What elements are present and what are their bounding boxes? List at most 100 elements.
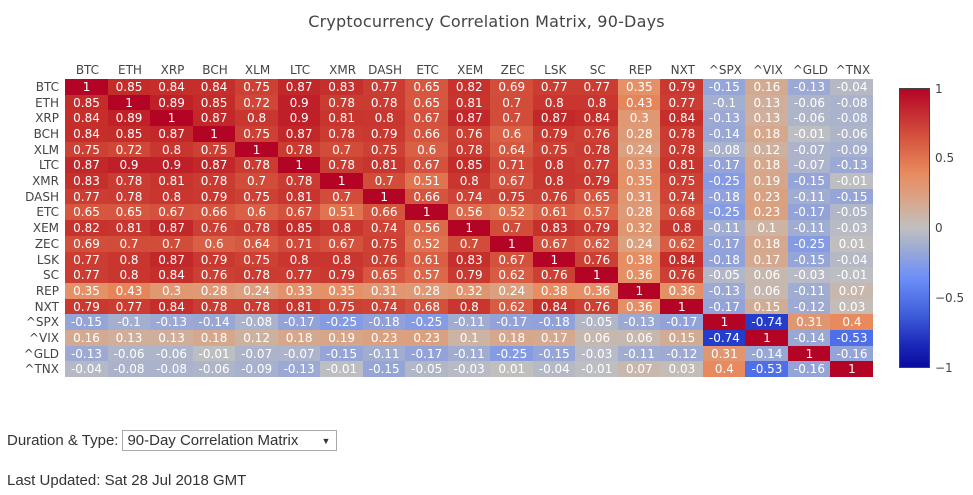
heatmap-cell[interactable]: 0.7 xyxy=(235,173,279,190)
heatmap-cell[interactable]: 0.31 xyxy=(362,282,406,300)
heatmap-cell[interactable]: 0.76 xyxy=(192,267,236,284)
heatmap-cell[interactable]: 0.17 xyxy=(532,329,576,347)
heatmap-cell[interactable]: 0.77 xyxy=(65,251,109,268)
heatmap-cell[interactable]: -0.12 xyxy=(787,298,831,315)
heatmap-cell[interactable]: 0.8 xyxy=(447,298,491,315)
heatmap-cell[interactable]: -0.01 xyxy=(830,173,874,190)
heatmap-cell[interactable]: 0.76 xyxy=(362,251,406,268)
heatmap-cell[interactable]: 1 xyxy=(575,267,619,284)
heatmap-cell[interactable]: 0.8 xyxy=(532,94,576,111)
heatmap-cell[interactable]: 0.33 xyxy=(617,157,661,174)
heatmap-cell[interactable]: 0.78 xyxy=(192,173,236,190)
heatmap-cell[interactable]: 0.68 xyxy=(405,298,449,315)
heatmap-cell[interactable]: 0.77 xyxy=(65,267,109,284)
heatmap-cell[interactable]: 0.67 xyxy=(277,204,321,221)
heatmap-cell[interactable]: 0.43 xyxy=(107,282,151,300)
heatmap-cell[interactable]: -0.15 xyxy=(532,345,576,362)
heatmap-cell[interactable]: 0.84 xyxy=(660,251,704,268)
heatmap-cell[interactable]: -0.04 xyxy=(65,361,109,378)
heatmap-cell[interactable]: -0.25 xyxy=(490,345,534,362)
heatmap-cell[interactable]: 0.69 xyxy=(65,235,109,252)
heatmap-cell[interactable]: 0.57 xyxy=(575,204,619,221)
heatmap-cell[interactable]: 0.12 xyxy=(745,141,789,158)
heatmap-cell[interactable]: 0.81 xyxy=(107,220,151,237)
heatmap-cell[interactable]: 0.78 xyxy=(575,141,619,158)
heatmap-cell[interactable]: 0.85 xyxy=(447,157,491,174)
heatmap-cell[interactable]: 0.28 xyxy=(405,282,449,300)
heatmap-cell[interactable]: 0.77 xyxy=(107,298,151,315)
heatmap-cell[interactable]: 0.3 xyxy=(150,282,194,300)
heatmap-cell[interactable]: -0.13 xyxy=(787,79,831,96)
heatmap-cell[interactable]: -0.1 xyxy=(107,314,151,331)
heatmap-cell[interactable]: 0.75 xyxy=(362,141,406,158)
heatmap-cell[interactable]: -0.25 xyxy=(405,314,449,331)
heatmap-cell[interactable]: 0.66 xyxy=(405,126,449,143)
heatmap-cell[interactable]: 0.28 xyxy=(192,282,236,300)
heatmap-cell[interactable]: 0.87 xyxy=(532,110,576,127)
heatmap-cell[interactable]: 0.7 xyxy=(150,235,194,252)
heatmap-cell[interactable]: -0.25 xyxy=(320,314,364,331)
heatmap-cell[interactable]: 0.66 xyxy=(362,204,406,221)
heatmap-cell[interactable]: 0.72 xyxy=(235,94,279,111)
heatmap-cell[interactable]: 0.85 xyxy=(192,94,236,111)
heatmap-cell[interactable]: 0.83 xyxy=(65,173,109,190)
heatmap-cell[interactable]: 0.7 xyxy=(490,94,534,111)
heatmap-cell[interactable]: 0.78 xyxy=(235,267,279,284)
heatmap-cell[interactable]: -0.15 xyxy=(320,345,364,362)
correlation-heatmap[interactable]: 1 0.85 0.84 0.84 0.75 0.87 0.83 0.77 0.65 0.82 0.6… xyxy=(65,79,874,378)
heatmap-cell[interactable]: -0.18 xyxy=(532,314,576,331)
heatmap-cell[interactable]: 0.18 xyxy=(745,235,789,252)
heatmap-cell[interactable]: 0.75 xyxy=(65,141,109,158)
heatmap-cell[interactable]: 0.35 xyxy=(617,79,661,96)
heatmap-cell[interactable]: 0.85 xyxy=(107,126,151,143)
heatmap-cell[interactable]: -0.15 xyxy=(65,314,109,331)
heatmap-cell[interactable]: -0.14 xyxy=(702,126,746,143)
heatmap-cell[interactable]: 0.65 xyxy=(405,94,449,111)
heatmap-cell[interactable]: -0.74 xyxy=(745,314,789,331)
heatmap-cell[interactable]: 0.13 xyxy=(745,110,789,127)
heatmap-cell[interactable]: -0.06 xyxy=(830,126,874,143)
heatmap-cell[interactable]: 0.67 xyxy=(150,204,194,221)
heatmap-cell[interactable]: 0.18 xyxy=(745,157,789,174)
heatmap-cell[interactable]: -0.17 xyxy=(702,298,746,315)
heatmap-cell[interactable]: 0.74 xyxy=(447,188,491,205)
heatmap-cell[interactable]: 0.87 xyxy=(150,126,194,143)
heatmap-cell[interactable]: 0.87 xyxy=(192,157,236,174)
heatmap-cell[interactable]: -0.13 xyxy=(702,282,746,300)
heatmap-cell[interactable]: 0.6 xyxy=(192,235,236,252)
heatmap-cell[interactable]: 0.78 xyxy=(320,94,364,111)
heatmap-cell[interactable]: 0.83 xyxy=(447,251,491,268)
heatmap-cell[interactable]: 0.8 xyxy=(107,251,151,268)
heatmap-cell[interactable]: 0.51 xyxy=(320,204,364,221)
heatmap-cell[interactable]: 0.35 xyxy=(617,173,661,190)
heatmap-cell[interactable]: 0.38 xyxy=(617,251,661,268)
heatmap-cell[interactable]: 0.82 xyxy=(447,79,491,96)
heatmap-cell[interactable]: 0.52 xyxy=(490,204,534,221)
heatmap-cell[interactable]: 0.84 xyxy=(150,298,194,315)
heatmap-cell[interactable]: 0.06 xyxy=(575,329,619,347)
heatmap-cell[interactable]: 0.75 xyxy=(235,79,279,96)
heatmap-cell[interactable]: 0.07 xyxy=(617,361,661,378)
heatmap-cell[interactable]: 1 xyxy=(320,173,364,190)
heatmap-cell[interactable]: 1 xyxy=(405,204,449,221)
heatmap-cell[interactable]: 1 xyxy=(447,220,491,237)
heatmap-cell[interactable]: -0.11 xyxy=(447,314,491,331)
heatmap-cell[interactable]: -0.53 xyxy=(830,329,874,347)
heatmap-cell[interactable]: 0.9 xyxy=(150,157,194,174)
heatmap-cell[interactable]: 0.56 xyxy=(447,204,491,221)
heatmap-cell[interactable]: 0.13 xyxy=(745,94,789,111)
heatmap-cell[interactable]: -0.06 xyxy=(787,110,831,127)
heatmap-cell[interactable]: -0.08 xyxy=(830,94,874,111)
heatmap-cell[interactable]: 0.06 xyxy=(617,329,661,347)
heatmap-cell[interactable]: 0.12 xyxy=(235,329,279,347)
heatmap-cell[interactable]: -0.17 xyxy=(787,204,831,221)
heatmap-cell[interactable]: 0.78 xyxy=(277,141,321,158)
heatmap-cell[interactable]: 0.33 xyxy=(277,282,321,300)
heatmap-cell[interactable]: 0.28 xyxy=(617,126,661,143)
heatmap-cell[interactable]: 0.18 xyxy=(490,329,534,347)
heatmap-cell[interactable]: 0.9 xyxy=(277,94,321,111)
heatmap-cell[interactable]: 0.23 xyxy=(745,204,789,221)
heatmap-cell[interactable]: 0.75 xyxy=(490,188,534,205)
heatmap-cell[interactable]: 0.81 xyxy=(320,110,364,127)
heatmap-cell[interactable]: 0.7 xyxy=(362,173,406,190)
